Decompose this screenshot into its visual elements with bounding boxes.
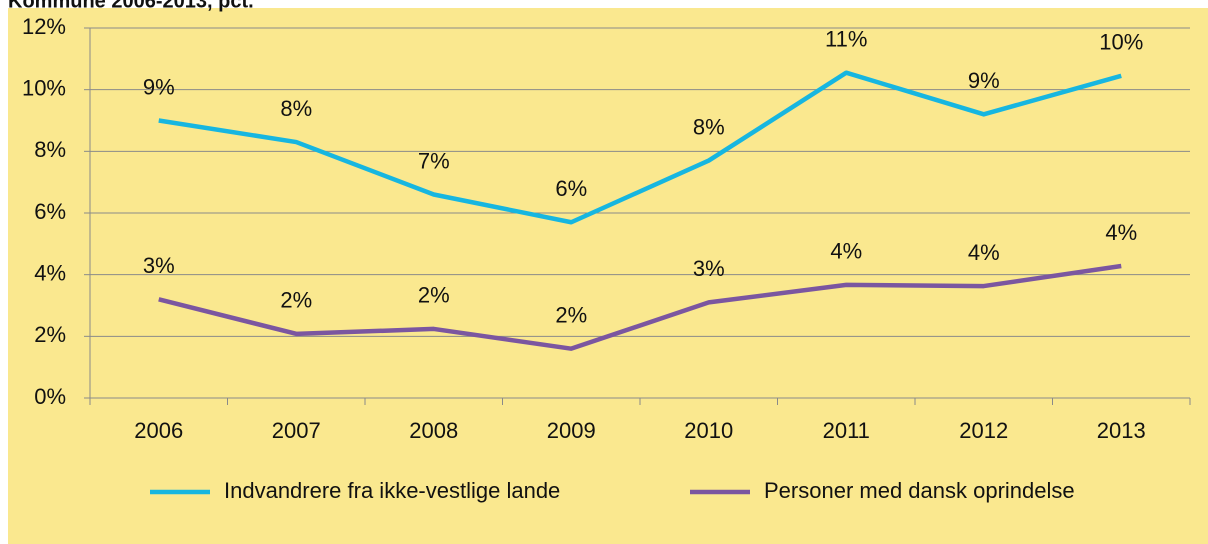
chart-background bbox=[8, 8, 1208, 544]
data-label: 7% bbox=[418, 148, 450, 173]
y-tick-label: 4% bbox=[34, 260, 66, 285]
y-tick-label: 0% bbox=[34, 384, 66, 409]
data-label: 4% bbox=[830, 239, 862, 264]
data-label: 3% bbox=[143, 253, 175, 278]
data-label: 2% bbox=[418, 283, 450, 308]
x-tick-label: 2006 bbox=[134, 418, 183, 443]
y-tick-label: 10% bbox=[22, 75, 66, 100]
chart-title: Kommune 2006-2013, pct. bbox=[8, 0, 254, 12]
data-label: 3% bbox=[693, 256, 725, 281]
series-line bbox=[158, 263, 1122, 351]
data-label: 9% bbox=[143, 74, 175, 99]
x-tick-label: 2010 bbox=[684, 418, 733, 443]
y-tick-label: 6% bbox=[34, 199, 66, 224]
data-label: 8% bbox=[693, 114, 725, 139]
x-tick-label: 2013 bbox=[1097, 418, 1146, 443]
data-label: 6% bbox=[555, 176, 587, 201]
data-label: 9% bbox=[968, 68, 1000, 93]
data-label: 8% bbox=[280, 96, 312, 121]
data-label: 11% bbox=[825, 27, 867, 52]
y-tick-label: 8% bbox=[34, 137, 66, 162]
data-label: 4% bbox=[1105, 220, 1137, 245]
data-label: 2% bbox=[280, 288, 312, 313]
x-tick-label: 2009 bbox=[547, 418, 596, 443]
y-tick-label: 12% bbox=[22, 14, 66, 39]
legend-label: Personer med dansk oprindelse bbox=[764, 478, 1075, 503]
data-label: 2% bbox=[555, 302, 587, 327]
data-label: 10% bbox=[1099, 30, 1143, 55]
legend-label: Indvandrere fra ikke-vestlige lande bbox=[224, 478, 560, 503]
x-tick-label: 2011 bbox=[823, 418, 870, 443]
y-tick-label: 2% bbox=[34, 322, 66, 347]
x-tick-label: 2007 bbox=[272, 418, 321, 443]
x-tick-label: 2012 bbox=[959, 418, 1008, 443]
data-label: 4% bbox=[968, 240, 1000, 265]
x-tick-label: 2008 bbox=[409, 418, 458, 443]
series-line bbox=[158, 70, 1122, 225]
